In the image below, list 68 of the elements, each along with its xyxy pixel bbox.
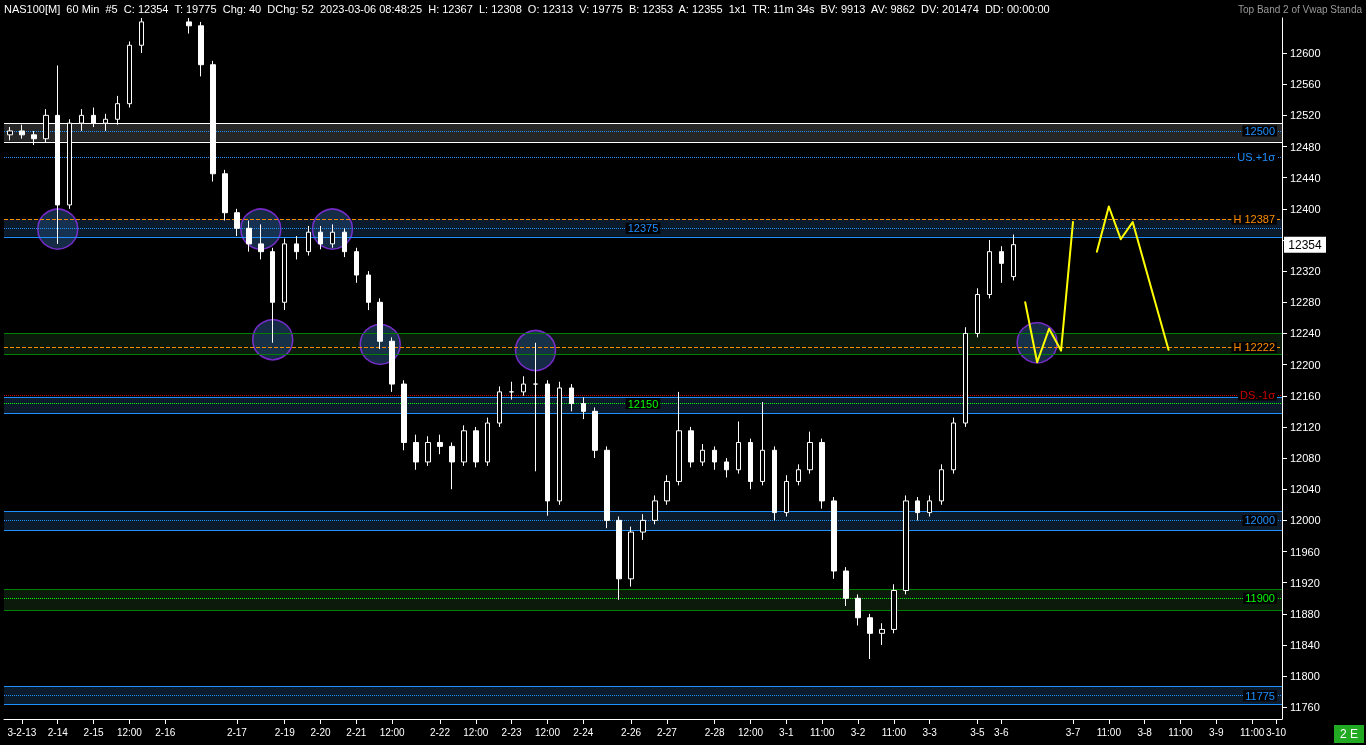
x-tick-label: 11:00 xyxy=(1239,726,1265,738)
ref-line-label: 12000 xyxy=(1244,514,1275,527)
y-tick-label: 12440 xyxy=(1290,171,1321,184)
x-tick-label: 2-28 xyxy=(704,726,726,738)
x-tick-label: 12:00 xyxy=(379,726,406,738)
x-tick-label: 2-23 xyxy=(501,726,523,738)
x-tick-label: 3-2-13 xyxy=(7,726,37,738)
y-tick-label: 11760 xyxy=(1290,701,1320,714)
y-tick-label: 12280 xyxy=(1290,296,1321,309)
x-tick-label: 2-26 xyxy=(621,726,642,738)
annotation: 12354 xyxy=(1288,237,1323,252)
x-tick-label: 2-15 xyxy=(83,726,105,738)
x-tick-label: 12:00 xyxy=(116,726,143,738)
x-tick-label: 2-16 xyxy=(155,726,176,738)
y-tick-label: 12200 xyxy=(1290,358,1321,371)
x-tick-label: 2-24 xyxy=(573,726,594,738)
x-tick-label: 3-1 xyxy=(779,726,794,738)
y-tick-label: 11840 xyxy=(1290,639,1320,652)
y-tick-label: 12320 xyxy=(1290,265,1321,278)
x-tick-label: 2-20 xyxy=(310,726,331,738)
x-tick-label: 12:00 xyxy=(534,726,561,738)
x-tick-label: 3-7 xyxy=(1065,726,1081,738)
x-tick-label: 11:00 xyxy=(810,726,835,738)
ref-line-label: 11900 xyxy=(1245,592,1275,605)
y-tick-label: 12600 xyxy=(1290,47,1321,60)
y-tick-label: 11960 xyxy=(1290,545,1320,558)
x-tick-label: 3-2 xyxy=(850,726,866,738)
y-tick-label: 12160 xyxy=(1290,389,1321,402)
chart-title: NAS100[M] 60 Min #5 C: 12354 T: 19775 Chg: 40 DChg: 52 2023-03-06 08:48:25 H: 12367 L: 12308 O: 12313 V: 19775 B: 12353 A: 12355 1x1 TR: 11m 34s BV: 9913 AV: 9862 DV: 201474 DD: 00:00:00 xyxy=(4,2,1050,15)
text: 2 E xyxy=(1339,727,1359,741)
ref-line-label: 11775 xyxy=(1245,689,1275,702)
ref-line-label: 12500 xyxy=(1244,124,1275,137)
y-tick-label: 12000 xyxy=(1290,514,1321,527)
y-tick-label: 12400 xyxy=(1290,202,1321,215)
y-tick-label: 12520 xyxy=(1290,109,1321,122)
x-tick-label: 2-14 xyxy=(47,726,69,738)
ref-line-label: 12150 xyxy=(627,397,659,410)
x-tick-label: 3-8 xyxy=(1137,726,1153,738)
x-tick-label: 3-10 xyxy=(1266,726,1287,738)
x-tick-label: 3-9 xyxy=(1209,726,1224,738)
x-tick-label: 3-6 xyxy=(994,726,1009,738)
x-tick-label: 3-5 xyxy=(970,726,986,738)
ref-line-label: 12375 xyxy=(627,222,659,235)
y-tick-label: 12120 xyxy=(1290,420,1321,433)
x-tick-label: 3-3 xyxy=(922,726,938,738)
y-tick-label: 12240 xyxy=(1290,327,1321,340)
x-tick-label: 2-21 xyxy=(346,726,367,738)
x-tick-label: 2-17 xyxy=(226,726,248,738)
ref-line-label: H 12387 xyxy=(1233,212,1275,225)
x-tick-label: 12:00 xyxy=(463,726,489,738)
x-tick-label: 2-22 xyxy=(429,726,451,738)
x-tick-label: 12:00 xyxy=(737,726,764,738)
x-tick-label: 2-27 xyxy=(656,726,678,738)
y-tick-label: 11880 xyxy=(1290,607,1320,620)
x-tick-label: 11:00 xyxy=(881,726,907,738)
y-tick-label: 12480 xyxy=(1290,140,1321,153)
y-tick-label: 12080 xyxy=(1290,452,1321,465)
ref-line-label: DS.-1σ xyxy=(1240,388,1276,401)
text: Top Band 2 of Vwap Standa xyxy=(1238,3,1363,15)
x-tick-label: 11:00 xyxy=(1096,726,1122,738)
y-tick-label: 12560 xyxy=(1290,78,1321,91)
ref-line-label: US.+1σ xyxy=(1237,151,1276,164)
y-tick-label: 11800 xyxy=(1290,670,1320,683)
x-tick-label: 11:00 xyxy=(1168,726,1194,738)
y-tick-label: 11920 xyxy=(1290,576,1320,589)
ref-line-label: H 12222 xyxy=(1233,341,1275,354)
y-tick-label: 12040 xyxy=(1290,483,1321,496)
x-tick-label: 2-19 xyxy=(274,726,296,738)
